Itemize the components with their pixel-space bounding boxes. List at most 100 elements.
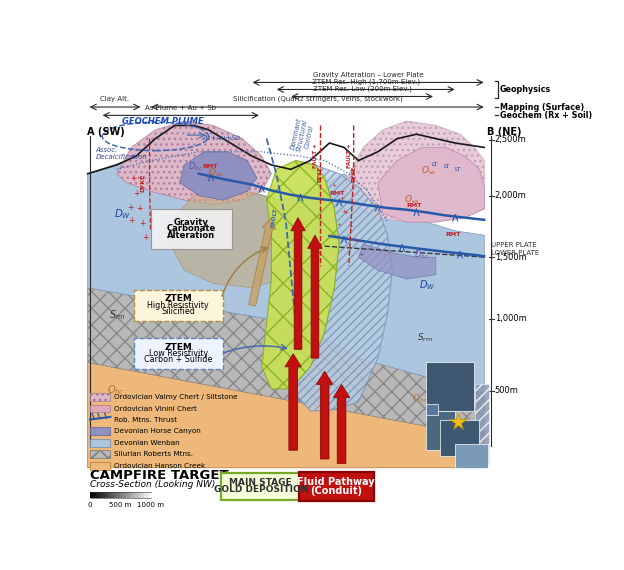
FancyArrow shape (291, 218, 305, 349)
Bar (126, 492, 129, 498)
Bar (99, 492, 102, 498)
Text: Devonian Wenban: Devonian Wenban (114, 440, 180, 446)
Text: UPPER PLATE: UPPER PLATE (492, 242, 537, 248)
Text: $D_{hc}$: $D_{hc}$ (414, 248, 429, 260)
Bar (135, 492, 139, 498)
Bar (108, 492, 111, 498)
Text: As+Au+Sb: As+Au+Sb (203, 135, 241, 140)
Polygon shape (378, 148, 484, 222)
Text: +: + (130, 174, 137, 183)
Polygon shape (87, 288, 484, 437)
Text: 1000 m: 1000 m (137, 502, 164, 508)
Bar (117, 492, 120, 498)
Text: LT: LT (454, 167, 461, 172)
Text: ZTEM: ZTEM (164, 294, 192, 303)
Bar (129, 492, 132, 498)
Text: 500m: 500m (495, 386, 519, 396)
Text: +: + (133, 189, 139, 198)
Bar (90, 405, 110, 413)
Text: +: + (139, 218, 145, 227)
Text: As Plume + Au + Sb: As Plume + Au + Sb (145, 104, 217, 111)
Text: +: + (142, 234, 149, 242)
Bar (90, 462, 110, 470)
Bar (426, 404, 438, 415)
Text: $D_{hc}$: $D_{hc}$ (188, 160, 203, 173)
Text: +: + (339, 196, 344, 201)
Text: +: + (136, 203, 143, 213)
Polygon shape (180, 152, 257, 200)
FancyBboxPatch shape (221, 473, 300, 500)
Text: $O_{vs}$: $O_{vs}$ (404, 193, 421, 206)
Bar (105, 492, 108, 498)
Text: FAULT +: FAULT + (348, 144, 353, 169)
Text: Low Resistivity: Low Resistivity (149, 349, 208, 358)
Text: $O_{vs}$: $O_{vs}$ (208, 166, 223, 179)
Text: Carbonate: Carbonate (167, 224, 216, 233)
Text: MAIN STAGE: MAIN STAGE (230, 478, 292, 487)
Bar (93, 492, 96, 498)
Text: 500 m: 500 m (109, 502, 132, 508)
FancyArrow shape (285, 353, 301, 450)
Text: Dominant
Structural
Control: Dominant Structural Control (290, 117, 316, 153)
Bar (102, 492, 105, 498)
Text: LT: LT (431, 162, 437, 167)
Text: Assoc.
Decalcification: Assoc. Decalcification (95, 148, 147, 161)
Text: 1,500m: 1,500m (495, 253, 527, 262)
Text: Geophysics: Geophysics (500, 85, 551, 94)
Text: 1,000m: 1,000m (495, 314, 527, 323)
Text: A (SW): A (SW) (87, 127, 124, 137)
Polygon shape (117, 121, 271, 205)
Bar (147, 492, 150, 498)
Bar (440, 421, 479, 455)
Bar (456, 443, 488, 468)
Text: Clay Alt.: Clay Alt. (100, 96, 130, 102)
Text: Silicification (Quartz stringers, veins, stockwork): Silicification (Quartz stringers, veins,… (233, 96, 402, 102)
Bar (90, 393, 110, 401)
Text: Fluid Pathway: Fluid Pathway (298, 477, 375, 487)
Text: +: + (336, 222, 342, 227)
Text: Rob. Mtns. Thrust: Rob. Mtns. Thrust (114, 417, 177, 423)
Text: ZTEM Res. Low (200m Elev.): ZTEM Res. Low (200m Elev.) (313, 85, 412, 92)
Text: Gravity Alteration – Lower Plate: Gravity Alteration – Lower Plate (313, 72, 424, 78)
Text: FAULT +: FAULT + (313, 144, 318, 169)
Bar (474, 384, 489, 463)
Bar (426, 363, 474, 411)
Text: (Conduit): (Conduit) (310, 487, 363, 496)
Text: Cross-Section (Looking NW): Cross-Section (Looking NW) (90, 480, 215, 489)
FancyArrow shape (333, 384, 350, 463)
Text: GEOCHEM PLUME: GEOCHEM PLUME (122, 117, 203, 126)
Text: Mapping (Surface): Mapping (Surface) (500, 103, 584, 112)
Bar (96, 492, 99, 498)
FancyArrow shape (316, 371, 333, 459)
Bar (132, 492, 135, 498)
Text: DYKE: DYKE (317, 166, 323, 182)
Text: 2,500m: 2,500m (495, 135, 527, 144)
Text: $S_{rm}$: $S_{rm}$ (417, 332, 432, 344)
Text: Ordovician Vinini Chert: Ordovician Vinini Chert (114, 405, 197, 412)
Text: DYKE: DYKE (351, 166, 356, 182)
Text: Devonian Horse Canyon: Devonian Horse Canyon (114, 429, 201, 434)
Bar (426, 411, 456, 450)
Polygon shape (170, 187, 310, 288)
Text: CAMPFIRE TARGET: CAMPFIRE TARGET (90, 469, 229, 482)
Text: $O_{vc}$: $O_{vc}$ (421, 165, 437, 177)
Bar (114, 492, 117, 498)
Bar (145, 492, 147, 498)
FancyBboxPatch shape (134, 338, 223, 369)
Text: 2,000m: 2,000m (495, 191, 527, 200)
Text: ZTEM: ZTEM (164, 343, 192, 352)
Bar (142, 492, 145, 498)
Text: $S_{rm}$: $S_{rm}$ (109, 308, 127, 323)
Text: Geochem (Rx + Soil): Geochem (Rx + Soil) (500, 111, 592, 120)
FancyArrow shape (248, 218, 276, 306)
Polygon shape (87, 161, 484, 393)
Text: $D_W$: $D_W$ (419, 278, 436, 292)
FancyBboxPatch shape (134, 290, 223, 321)
Polygon shape (291, 161, 392, 411)
Text: Ordovician Valmy Chert / Siltstone: Ordovician Valmy Chert / Siltstone (114, 394, 238, 400)
Text: Silicified: Silicified (161, 307, 195, 316)
Text: +: + (341, 209, 346, 214)
Bar (120, 492, 124, 498)
Text: $D_W$: $D_W$ (114, 207, 132, 221)
Text: +: + (344, 210, 349, 215)
